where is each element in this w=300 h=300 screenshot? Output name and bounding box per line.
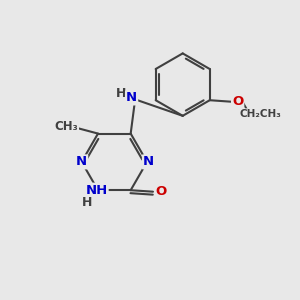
Text: H: H — [82, 196, 92, 209]
Text: CH₂CH₃: CH₂CH₃ — [239, 109, 281, 119]
Text: N: N — [76, 155, 87, 168]
Text: N: N — [126, 92, 137, 104]
Text: O: O — [156, 185, 167, 198]
Text: O: O — [232, 95, 243, 108]
Text: H: H — [116, 87, 126, 100]
Text: NH: NH — [85, 184, 108, 197]
Text: CH₃: CH₃ — [54, 120, 78, 133]
Text: N: N — [143, 155, 154, 168]
